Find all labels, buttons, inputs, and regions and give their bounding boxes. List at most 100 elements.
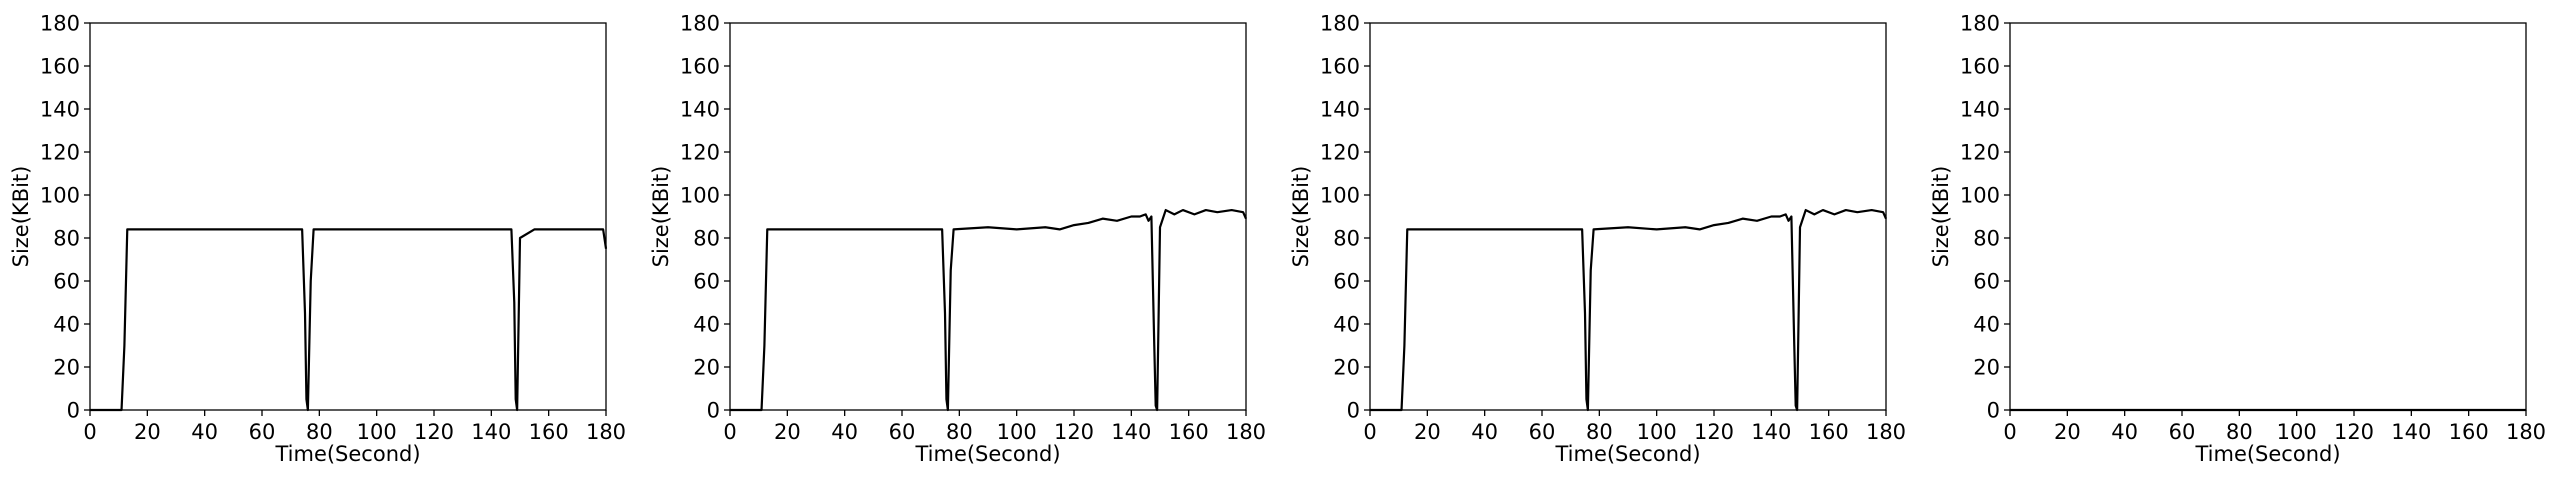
x-tick-label: 0 bbox=[83, 420, 96, 444]
chart-panel-1: 0 20 40 60 80 100 120 140 160 180 0 20 40 60 80 100 120 1… bbox=[9, 12, 626, 467]
x-tick-label: 0 bbox=[1363, 420, 1376, 444]
y-tick-label: 40 bbox=[1333, 313, 1360, 337]
x-tick-label: 140 bbox=[1111, 420, 1151, 444]
x-tick-label: 100 bbox=[997, 420, 1037, 444]
series-line bbox=[90, 228, 608, 412]
y-tick-label: 120 bbox=[1320, 141, 1360, 165]
y-tick-label: 180 bbox=[1960, 12, 2000, 36]
plot-frame bbox=[1369, 22, 1887, 411]
y-tick-label: 40 bbox=[1973, 313, 2000, 337]
x-tick-label: 160 bbox=[1809, 420, 1849, 444]
y-axis-label: Size(KBit) bbox=[649, 166, 673, 268]
y-tick-label: 160 bbox=[1960, 55, 2000, 79]
y-tick-label: 80 bbox=[693, 227, 720, 251]
y-tick-label: 100 bbox=[1320, 184, 1360, 208]
y-tick-label: 60 bbox=[693, 270, 720, 294]
y-tick-label: 100 bbox=[40, 184, 80, 208]
y-tick-label: 0 bbox=[1347, 399, 1360, 423]
y-tick-label: 0 bbox=[1987, 399, 2000, 423]
x-tick-label: 100 bbox=[1637, 420, 1677, 444]
series-line bbox=[1370, 208, 1888, 412]
x-tick-label: 40 bbox=[2111, 420, 2138, 444]
x-tick-label: 120 bbox=[1694, 420, 1734, 444]
x-tick-label: 0 bbox=[2003, 420, 2016, 444]
y-axis-label: Size(KBit) bbox=[9, 166, 33, 268]
x-tick-label: 180 bbox=[1866, 420, 1906, 444]
x-axis-label: Time(Second) bbox=[1554, 442, 1700, 466]
y-tick-label: 40 bbox=[53, 313, 80, 337]
x-axis-label: Time(Second) bbox=[914, 442, 1060, 466]
y-tick-label: 80 bbox=[1333, 227, 1360, 251]
x-tick-label: 60 bbox=[2169, 420, 2196, 444]
x-tick-label: 100 bbox=[2277, 420, 2317, 444]
x-tick-label: 0 bbox=[723, 420, 736, 444]
chart-panel-3: 0 20 40 60 80 100 120 140 160 180 0 20 40 60 80 100 120 1… bbox=[1289, 12, 1906, 467]
x-tick-label: 160 bbox=[529, 420, 569, 444]
y-tick-label: 60 bbox=[1333, 270, 1360, 294]
y-tick-label: 180 bbox=[680, 12, 720, 36]
y-tick-label: 100 bbox=[680, 184, 720, 208]
y-tick-label: 20 bbox=[1333, 356, 1360, 380]
plot-frame bbox=[89, 22, 607, 411]
x-tick-label: 60 bbox=[249, 420, 276, 444]
y-tick-label: 40 bbox=[693, 313, 720, 337]
x-tick-label: 120 bbox=[414, 420, 454, 444]
y-tick-label: 140 bbox=[680, 98, 720, 122]
y-tick-label: 180 bbox=[40, 12, 80, 36]
y-tick-label: 160 bbox=[1320, 55, 1360, 79]
y-tick-label: 100 bbox=[1960, 184, 2000, 208]
x-tick-label: 140 bbox=[1751, 420, 1791, 444]
y-axis-label: Size(KBit) bbox=[1289, 166, 1313, 268]
y-tick-label: 120 bbox=[40, 141, 80, 165]
x-tick-label: 20 bbox=[774, 420, 801, 444]
y-tick-label: 140 bbox=[1320, 98, 1360, 122]
chart-panel-2: 0 20 40 60 80 100 120 140 160 180 0 20 40 60 80 100 120 1… bbox=[649, 12, 1266, 467]
y-tick-label: 0 bbox=[707, 399, 720, 423]
x-tick-label: 80 bbox=[306, 420, 333, 444]
x-tick-label: 60 bbox=[1529, 420, 1556, 444]
x-tick-label: 20 bbox=[134, 420, 161, 444]
y-tick-label: 120 bbox=[680, 141, 720, 165]
x-tick-label: 160 bbox=[2449, 420, 2489, 444]
x-tick-label: 40 bbox=[831, 420, 858, 444]
x-tick-label: 140 bbox=[2391, 420, 2431, 444]
y-axis-label: Size(KBit) bbox=[1929, 166, 1953, 268]
y-tick-label: 60 bbox=[53, 270, 80, 294]
y-tick-label: 20 bbox=[1973, 356, 2000, 380]
y-tick-label: 160 bbox=[40, 55, 80, 79]
y-tick-label: 120 bbox=[1960, 141, 2000, 165]
chart-panel-4: 0 20 40 60 80 100 120 140 160 180 0 20 40 60 80 100 120 1… bbox=[1929, 12, 2546, 467]
x-tick-label: 100 bbox=[357, 420, 397, 444]
y-tick-label: 20 bbox=[53, 356, 80, 380]
y-tick-label: 80 bbox=[53, 227, 80, 251]
y-tick-label: 140 bbox=[1960, 98, 2000, 122]
x-tick-label: 160 bbox=[1169, 420, 1209, 444]
y-tick-label: 80 bbox=[1973, 227, 2000, 251]
x-tick-label: 40 bbox=[191, 420, 218, 444]
y-tick-label: 0 bbox=[67, 399, 80, 423]
y-tick-label: 160 bbox=[680, 55, 720, 79]
x-tick-label: 180 bbox=[2506, 420, 2546, 444]
x-tick-label: 80 bbox=[1586, 420, 1613, 444]
x-tick-label: 140 bbox=[471, 420, 511, 444]
x-axis-label: Time(Second) bbox=[2194, 442, 2340, 466]
y-tick-label: 180 bbox=[1320, 12, 1360, 36]
plot-frame bbox=[2009, 22, 2527, 411]
x-tick-label: 40 bbox=[1471, 420, 1498, 444]
y-tick-label: 140 bbox=[40, 98, 80, 122]
series-line bbox=[730, 208, 1248, 412]
y-tick-label: 60 bbox=[1973, 270, 2000, 294]
x-tick-label: 180 bbox=[1226, 420, 1266, 444]
x-tick-label: 20 bbox=[2054, 420, 2081, 444]
x-axis-label: Time(Second) bbox=[274, 442, 420, 466]
x-tick-label: 20 bbox=[1414, 420, 1441, 444]
x-tick-label: 120 bbox=[2334, 420, 2374, 444]
x-tick-label: 80 bbox=[2226, 420, 2253, 444]
x-tick-label: 60 bbox=[889, 420, 916, 444]
x-tick-label: 180 bbox=[586, 420, 626, 444]
plot-frame bbox=[729, 22, 1247, 411]
x-tick-label: 120 bbox=[1054, 420, 1094, 444]
x-tick-label: 80 bbox=[946, 420, 973, 444]
y-tick-label: 20 bbox=[693, 356, 720, 380]
